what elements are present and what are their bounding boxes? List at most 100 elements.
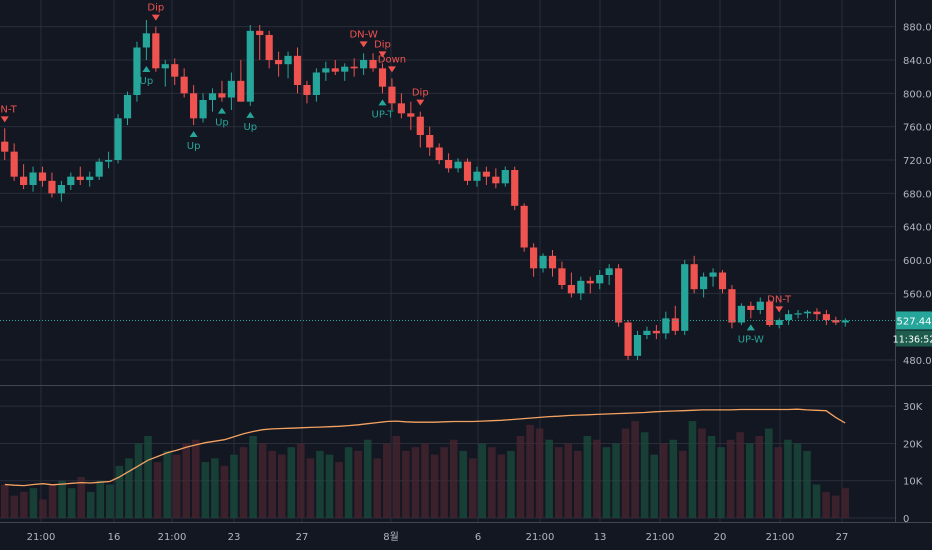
time-tick-label: 21:00 (766, 532, 795, 543)
volume-bar (153, 462, 162, 518)
candle-body (841, 320, 849, 323)
volume-bar (564, 443, 573, 518)
volume-bar (583, 436, 592, 518)
signal-up-arrow (246, 111, 255, 118)
candle-body (161, 64, 169, 69)
volume-bar (812, 484, 821, 518)
candle-body (803, 311, 812, 314)
volume-bar (497, 454, 506, 518)
volume-bar (325, 454, 334, 518)
candle-body (397, 103, 405, 114)
price-tick-label: 840.00 (903, 56, 932, 67)
candle-body (246, 30, 254, 102)
volume-bar (67, 488, 76, 518)
volume-bar (526, 424, 534, 518)
candle-body (105, 160, 113, 162)
candle-body (20, 176, 28, 185)
time-tick-label: 16 (108, 532, 121, 543)
volume-bar (29, 488, 38, 518)
volume-bar (144, 436, 152, 518)
candle-body (142, 33, 150, 48)
signal-up-arrow (746, 324, 755, 331)
candle-body (756, 301, 764, 310)
volume-tick-label: 30K (903, 402, 923, 413)
volume-bar (20, 491, 28, 518)
time-tick-label: 13 (594, 532, 607, 543)
volume-bar (230, 454, 238, 518)
price-tick-label: 680.00 (903, 189, 932, 200)
candle-body (378, 68, 387, 87)
volume-bar (449, 439, 458, 518)
signal-label: Up (140, 76, 154, 87)
candle-body (652, 330, 660, 334)
volume-tick-label: 20K (903, 439, 923, 450)
signal-label: Down (378, 54, 406, 65)
candle-body (218, 93, 226, 98)
volume-bar (220, 465, 229, 518)
candle-body (586, 280, 594, 284)
time-tick-label: 27 (296, 532, 309, 543)
candle-body (67, 176, 75, 185)
volume-bar (631, 421, 639, 518)
volume-bar (211, 458, 219, 518)
candle-body (671, 318, 679, 331)
volume-bar (335, 462, 343, 518)
candle-body (180, 76, 188, 94)
candle-body (369, 60, 377, 69)
signal-down-arrow (416, 99, 425, 106)
candle-body (785, 314, 793, 320)
candle-body (171, 64, 179, 77)
volume-bar (593, 439, 601, 518)
candle-body (605, 268, 613, 275)
volume-bar (822, 491, 830, 518)
volume-bar (784, 439, 792, 518)
signal-up-arrow (378, 99, 387, 106)
volume-bar (134, 443, 143, 518)
candle-body (775, 320, 783, 325)
volume-bar (10, 495, 19, 518)
countdown-badge (896, 330, 932, 347)
volume-bar (48, 484, 57, 518)
candle-body (737, 305, 745, 323)
time-tick-label: 21:00 (646, 532, 675, 543)
candle-body (284, 55, 292, 65)
price-tick-label: 760.00 (903, 123, 932, 134)
volume-bar (602, 447, 611, 518)
countdown-label: 11:36:52 (893, 334, 932, 345)
volume-bar (421, 443, 429, 518)
candle-body (331, 68, 339, 72)
volume-bar (459, 450, 467, 518)
volume-bar (545, 439, 553, 518)
candle-body (86, 176, 94, 180)
candle-body (48, 180, 56, 194)
volume-bar (468, 458, 477, 518)
volume-bar (679, 450, 687, 518)
price-tick-label: 880.00 (903, 23, 932, 34)
current-price-label: 527.44 (897, 316, 932, 327)
volume-bar (402, 450, 410, 518)
candle-body (350, 66, 358, 69)
candle-body (407, 113, 415, 117)
volume-bar (841, 488, 849, 518)
volume-tick-label: 10K (903, 477, 923, 488)
volume-bar (58, 480, 66, 518)
volume-bar (86, 491, 95, 518)
candle-body (454, 161, 462, 169)
candle-body (633, 335, 642, 356)
candle-body (539, 255, 547, 269)
volume-bar (39, 499, 47, 518)
volume-bar (201, 462, 210, 518)
signal-down-arrow (378, 51, 387, 58)
time-tick-label: 21:00 (27, 532, 56, 543)
volume-tick-label: 0 (903, 514, 909, 525)
volume-bar (306, 458, 315, 518)
volume-bar (268, 450, 276, 518)
candle-body (766, 301, 774, 325)
volume-bar (373, 458, 382, 518)
volume-bar (707, 436, 716, 518)
candle-body (312, 72, 320, 95)
candle-body (341, 66, 349, 72)
signal-down-arrow (0, 116, 9, 123)
candle-body (322, 68, 330, 73)
